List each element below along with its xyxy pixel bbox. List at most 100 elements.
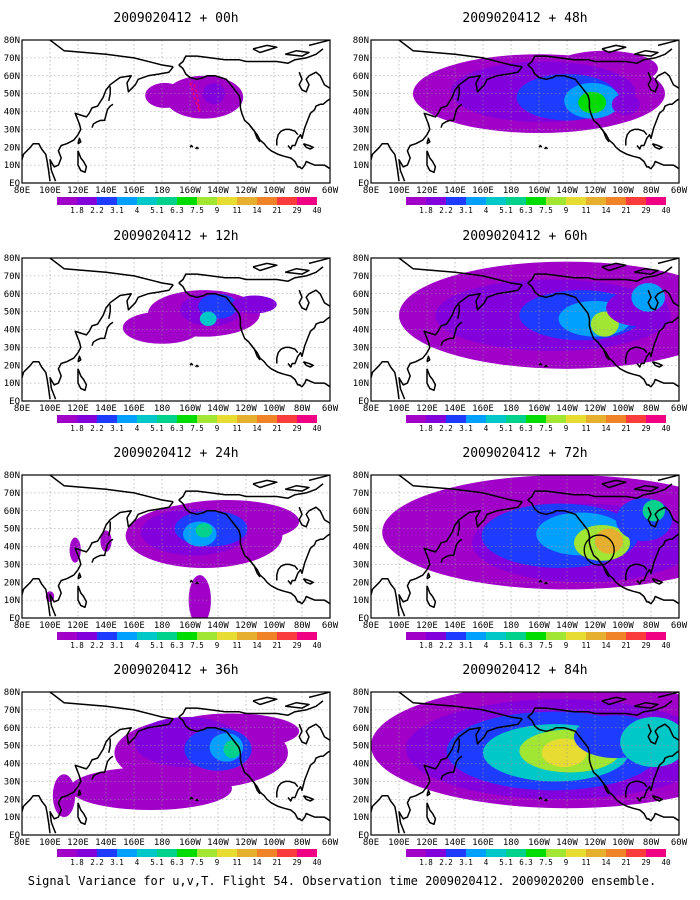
coastline	[598, 777, 610, 795]
colorbar-label: 9	[564, 641, 569, 650]
colorbar: 1.8 2.2 3.1 4 5.1 6.3 7.5 9 11 14 21 29 40	[57, 197, 322, 215]
map-frame	[21, 474, 331, 619]
lon-tick-label: 160W	[528, 404, 550, 414]
lat-tick-label: EQ	[9, 831, 20, 841]
variance-contour	[199, 311, 217, 326]
lon-tick-label: 180	[154, 621, 170, 631]
coastline	[647, 160, 679, 170]
coastlines	[22, 258, 330, 400]
coastline	[598, 560, 610, 578]
lon-tick-label: 140W	[207, 838, 229, 848]
lat-tick-label: 20N	[4, 578, 20, 588]
plot-area	[371, 475, 679, 618]
coastline	[249, 125, 261, 143]
colorbar-label: 7.5	[539, 206, 553, 215]
coastlines	[22, 475, 330, 617]
lon-tick-label: 100E	[39, 621, 61, 631]
colorbar-label: 1.8	[419, 858, 433, 867]
variance-contour	[223, 740, 241, 759]
colorbar-label: 40	[661, 424, 671, 433]
coastline	[636, 750, 679, 802]
coastline	[195, 798, 199, 802]
colorbar-label: 40	[661, 858, 671, 867]
lon-tick-label: 100W	[263, 838, 285, 848]
colorbar-label: 3.1	[459, 206, 473, 215]
colorbar-label: 5.1	[499, 858, 513, 867]
colorbar-swatch	[277, 632, 297, 640]
colorbar-label: 21	[621, 858, 630, 867]
coastline	[625, 780, 648, 798]
colorbar-label: 7.5	[539, 858, 553, 867]
colorbar-label: 1.8	[70, 641, 84, 650]
colorbar: 1.8 2.2 3.1 4 5.1 6.3 7.5 9 11 14 21 29 40	[406, 849, 671, 867]
coastline	[440, 538, 463, 563]
lat-tick-label: 20N	[4, 795, 20, 805]
variance-contour	[195, 523, 213, 538]
colorbar-swatch	[506, 415, 526, 423]
lon-tick-label: 140W	[207, 186, 229, 196]
colorbar-swatch	[406, 632, 426, 640]
verification-circle	[583, 534, 615, 566]
lon-tick-label: 140E	[444, 186, 466, 196]
lon-tick-label: 180	[503, 838, 519, 848]
coastline	[647, 506, 679, 528]
lat-tick-label: EQ	[9, 179, 20, 189]
lon-tick-label: 160E	[123, 838, 145, 848]
colorbar-label: 2.2	[90, 858, 104, 867]
lon-tick-label: 140E	[95, 186, 117, 196]
lon-tick-label: 60W	[671, 621, 688, 631]
gridlines	[371, 258, 679, 401]
colorbar-label: 4	[484, 641, 489, 650]
coastline	[91, 755, 114, 780]
colorbar-swatch	[157, 632, 177, 640]
coastline	[91, 321, 114, 346]
coastline	[527, 483, 673, 501]
lon-tick-label: 80E	[363, 838, 379, 848]
coastline	[538, 796, 543, 800]
coastline	[527, 499, 650, 603]
coastline	[651, 142, 663, 150]
coastline	[426, 789, 431, 797]
colorbar-label: 5.1	[499, 206, 513, 215]
colorbar-swatch	[546, 632, 566, 640]
colorbar-swatch	[257, 632, 277, 640]
variance-contour	[631, 283, 665, 312]
colorbar-swatch	[406, 197, 426, 205]
lat-tick-label: 40N	[353, 543, 369, 553]
coastline	[284, 701, 310, 709]
map-panel: 2009020412 + 84h EQ 10N 20N 30N 40N 50N 60N 70N 8…	[353, 663, 688, 867]
coastline	[252, 479, 278, 489]
coastline	[647, 71, 679, 93]
colorbar-label: 14	[252, 206, 262, 215]
colorbar-swatch	[566, 197, 586, 205]
coastline	[108, 304, 111, 319]
colorbar-swatch	[446, 849, 466, 857]
coastline	[647, 595, 679, 605]
colorbar-label: 21	[621, 424, 630, 433]
lon-tick-label: 80W	[294, 404, 311, 414]
lat-tick-label: 80N	[353, 36, 369, 46]
lon-tick-label: 120W	[235, 404, 257, 414]
lon-tick-label: 160E	[472, 404, 494, 414]
colorbar-label: 6.3	[170, 858, 184, 867]
lon-tick-label: 160E	[472, 621, 494, 631]
coastline	[298, 289, 330, 311]
colorbar-swatch	[566, 415, 586, 423]
colorbar-swatch	[506, 849, 526, 857]
colorbar-swatch	[646, 849, 666, 857]
lon-tick-label: 140W	[556, 838, 578, 848]
coastlines	[22, 40, 330, 182]
lon-tick-label: 120W	[235, 838, 257, 848]
lon-tick-label: 160E	[123, 186, 145, 196]
colorbar-swatch	[137, 849, 157, 857]
colorbar-label: 7.5	[190, 206, 204, 215]
colorbar-swatch	[157, 415, 177, 423]
colorbar-swatch	[426, 197, 446, 205]
colorbar-label: 6.3	[519, 641, 533, 650]
lat-tick-label: 40N	[353, 108, 369, 118]
colorbar-label: 21	[272, 858, 281, 867]
colorbar-label: 14	[601, 206, 611, 215]
plot-area	[22, 475, 330, 618]
coastline	[298, 378, 330, 388]
